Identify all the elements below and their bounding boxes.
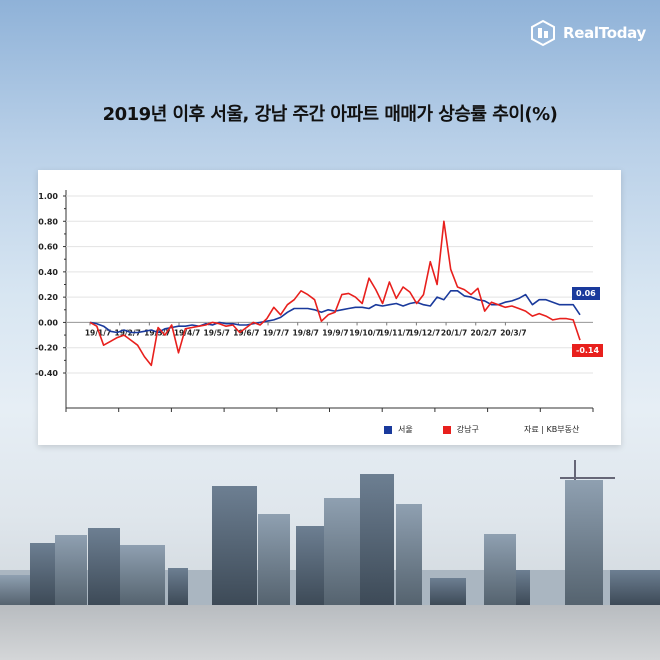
x-tick-label: 20/3/7 xyxy=(500,328,526,337)
y-tick-label: 1.00 xyxy=(38,192,58,201)
chart-legend: 서울 강남구 xyxy=(384,424,479,435)
x-tick-label: 20/1/7 xyxy=(441,328,467,337)
legend-swatch-gangnam xyxy=(442,425,451,434)
brand-logo: RealToday xyxy=(529,18,646,48)
x-tick-label: 19/12/7 xyxy=(409,328,441,337)
end-label-seoul: 0.06 xyxy=(572,286,600,300)
logo-icon xyxy=(530,19,555,47)
x-tick-label: 19/2/7 xyxy=(114,328,140,337)
x-tick-label: 19/4/7 xyxy=(174,328,200,337)
x-tick-label: 19/7/7 xyxy=(263,328,289,337)
x-tick-label: 19/6/7 xyxy=(233,328,259,337)
y-tick-label: 0.20 xyxy=(38,293,58,302)
legend-label-seoul: 서울 xyxy=(398,425,413,434)
series-line-gangnam xyxy=(89,220,581,367)
legend-label-gangnam: 강남구 xyxy=(456,425,479,434)
x-tick-label: 19/1/7 xyxy=(85,328,111,337)
y-tick-label: 0.40 xyxy=(38,268,58,277)
city-skyline-illustration xyxy=(0,460,660,660)
y-tick-label: -0.40 xyxy=(35,369,58,378)
legend-swatch-seoul xyxy=(384,425,392,434)
y-tick-label: 0.00 xyxy=(38,318,58,327)
y-tick-label: 0.80 xyxy=(38,217,58,226)
brand-name: RealToday xyxy=(562,24,646,42)
chart-title: 2019년 이후 서울, 강남 주간 아파트 매매가 상승률 추이(%) xyxy=(102,104,558,125)
chart-panel xyxy=(38,170,621,445)
y-tick-label: 0.60 xyxy=(38,243,58,252)
chart-source: 자료 | KB부동산 xyxy=(524,425,580,434)
x-tick-label: 19/8/7 xyxy=(293,328,319,337)
x-tick-label: 20/2/7 xyxy=(471,328,497,337)
x-tick-label: 19/10/7 xyxy=(349,328,381,337)
y-tick-label: -0.20 xyxy=(35,344,58,353)
x-tick-label: 19/9/7 xyxy=(322,328,348,337)
x-tick-label: 19/11/7 xyxy=(379,328,411,337)
x-tick-label: 19/5/7 xyxy=(204,328,230,337)
end-label-gangnam: -0.14 xyxy=(572,344,604,358)
